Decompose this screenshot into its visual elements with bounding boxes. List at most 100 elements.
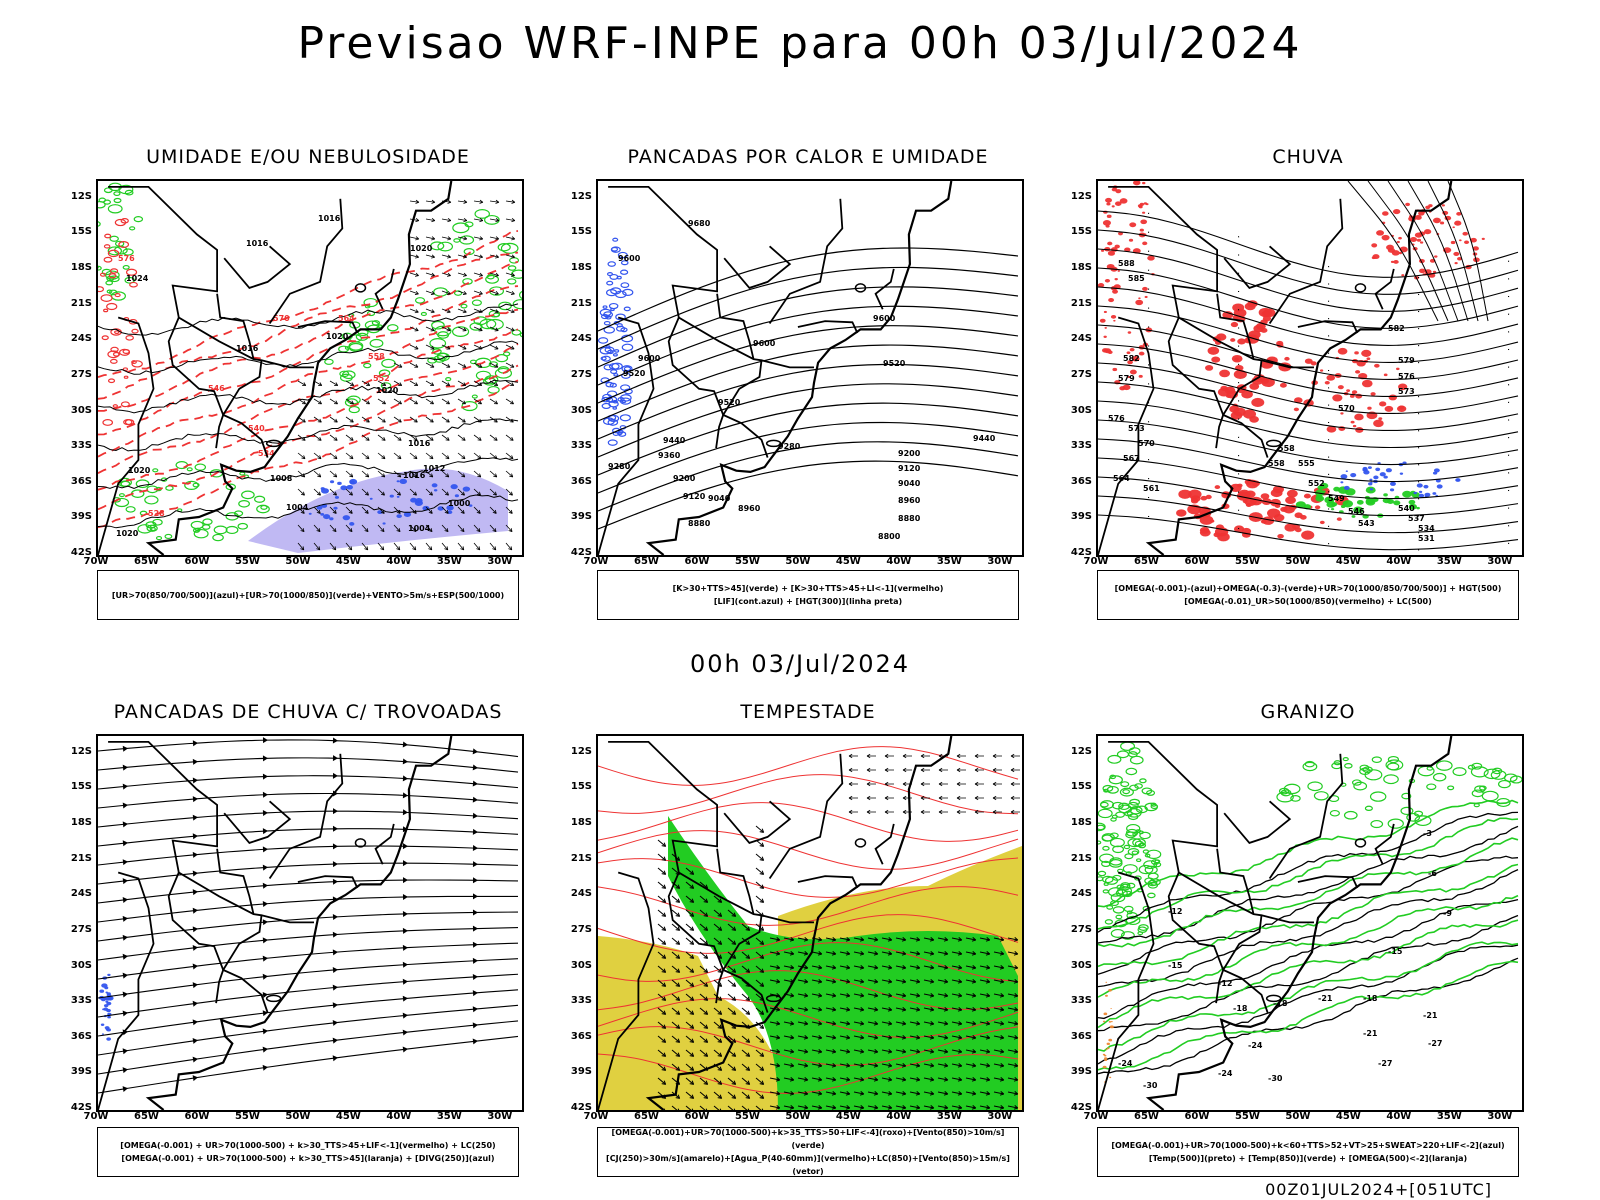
lat-tick-label: 24S <box>1070 333 1092 345</box>
map-canvas: -3 -6 -9 -12 -15 -12 -18 -21 -24 -24 -27 -21 -24 -27 -… <box>1098 736 1522 1110</box>
contour-label: -21 <box>1363 1029 1378 1038</box>
lat-tick-label: 12S <box>1070 190 1092 202</box>
panel-title: CHUVA <box>1272 146 1344 168</box>
contour-label: 9520 <box>718 398 741 407</box>
lon-tick-label: 40W <box>386 1111 412 1122</box>
lat-tick-label: 21S <box>1070 297 1092 309</box>
contour-label: -6 <box>1428 869 1437 878</box>
lat-tick-label: 33S <box>70 995 92 1007</box>
contour-label: 1020 <box>116 529 139 538</box>
map-canvas: 1016101610201024101610201020101610161012… <box>98 181 522 555</box>
lat-tick-label: 27S <box>1070 923 1092 935</box>
lon-tick-label: 35W <box>1436 556 1462 567</box>
lat-tick-label: 33S <box>570 440 592 452</box>
contour-label: 9600 <box>618 254 641 263</box>
panel-title: PANCADAS POR CALOR E UMIDADE <box>627 146 989 168</box>
contour-label: 9280 <box>778 442 801 451</box>
contour-label: 8960 <box>738 504 761 513</box>
legend-line: [CJ(250)>30m/s](amarelo)+[Agua_P(40-60mm… <box>606 1154 1010 1176</box>
lon-tick-label: 35W <box>1436 1111 1462 1122</box>
contour-label: 579 <box>1398 356 1415 365</box>
contour-label: 534 <box>1418 524 1435 533</box>
lat-tick-label: 24S <box>70 333 92 345</box>
contour-label: 570 <box>1138 439 1155 448</box>
contour-label: 9200 <box>673 474 696 483</box>
contour-label: 8880 <box>688 519 711 528</box>
lon-tick-label: 45W <box>835 1111 861 1122</box>
lon-tick-label: 40W <box>386 556 412 567</box>
lon-tick-label: 70W <box>583 556 609 567</box>
panel-title: PANCADAS DE CHUVA C/ TROVOADAS <box>113 701 503 723</box>
lon-tick-label: 55W <box>734 1111 760 1122</box>
lon-tick-label: 65W <box>1133 1111 1159 1122</box>
lon-tick-label: 70W <box>583 1111 609 1122</box>
contour-label: 9280 <box>608 462 631 471</box>
contour-label: 552 <box>1308 479 1325 488</box>
contour-label: 546 <box>208 384 225 393</box>
contour-label: 558 <box>1268 459 1285 468</box>
lon-tick-label: 50W <box>285 1111 311 1122</box>
contour-label: 1016 <box>236 344 259 353</box>
contour-label: 558 <box>1278 444 1295 453</box>
lat-tick-label: 42S <box>70 547 92 558</box>
lon-tick-label: 60W <box>184 1111 210 1122</box>
contour-label: 1004 <box>286 503 309 512</box>
legend-line: [OMEGA(-0.001)+UR>70(1000-500)+k>35_TTS>… <box>611 1128 1005 1150</box>
contour-label: 8880 <box>898 514 921 523</box>
lat-tick-label: 39S <box>1070 511 1092 523</box>
legend-pancadas-calor: [K>30+TTS>45](verde) + [K>30+TTS>45+LI<-… <box>597 570 1019 620</box>
lat-tick-label: 36S <box>1070 475 1092 487</box>
legend-line: [OMEGA(-0.001) + UR>70(1000-500) + k>30_… <box>121 1154 495 1163</box>
lon-tick-label: 30W <box>987 556 1013 567</box>
contour-label: 582 <box>1388 324 1405 333</box>
lon-tick-label: 40W <box>886 1111 912 1122</box>
coastline <box>1145 736 1453 1110</box>
lon-tick-label: 60W <box>1184 556 1210 567</box>
panel-title: GRANIZO <box>1260 701 1356 723</box>
legend-line: [OMEGA(-0.001) + UR>70(1000-500) + k>30_… <box>120 1141 496 1150</box>
contour-label: 570 <box>273 314 290 323</box>
lat-tick-label: 24S <box>570 333 592 345</box>
map-umidade: 1016 1016 1020 1024 1016 1020 1020 1016 1016 1012… <box>96 179 524 557</box>
lon-tick-label: 35W <box>936 1111 962 1122</box>
contour-label: 1012 <box>423 464 445 473</box>
lat-tick-label: 39S <box>570 511 592 523</box>
contour-label: -30 <box>1143 1081 1158 1090</box>
lon-tick-label: 50W <box>785 1111 811 1122</box>
contour-label: -18 <box>1233 1004 1248 1013</box>
lon-tick-label: 65W <box>633 1111 659 1122</box>
panel-title: UMIDADE E/OU NEBULOSIDADE <box>146 146 470 168</box>
lat-tick-label: 33S <box>570 995 592 1007</box>
lon-tick-label: 60W <box>1184 1111 1210 1122</box>
lat-tick-label: 21S <box>570 852 592 864</box>
lon-tick-label: 35W <box>936 556 962 567</box>
lat-tick-label: 42S <box>1070 547 1092 558</box>
lat-tick-label: 39S <box>70 1066 92 1078</box>
lat-tick-label: 24S <box>1070 888 1092 900</box>
legend-granizo: [OMEGA(-0.001)+UR>70(1000-500)+k<60+TTS>… <box>1097 1127 1519 1177</box>
lon-tick-label: 70W <box>1083 1111 1109 1122</box>
contour-label: 9440 <box>663 436 686 445</box>
contour-label: 579 <box>1118 374 1135 383</box>
lon-tick-label: 65W <box>1133 556 1159 567</box>
lat-tick-label: 30S <box>570 959 592 971</box>
contour-label: 582 <box>1123 354 1140 363</box>
lat-tick-label: 39S <box>70 511 92 523</box>
contour-label: -18 <box>1273 999 1288 1008</box>
lat-tick-label: 39S <box>570 1066 592 1078</box>
lat-tick-label: 42S <box>570 547 592 558</box>
lat-tick-label: 33S <box>1070 440 1092 452</box>
lon-tick-label: 45W <box>335 556 361 567</box>
run-stamp: 00Z01JUL2024+[051UTC] <box>1265 1180 1492 1199</box>
contour-label: 1020 <box>326 332 349 341</box>
legend-chuva: [OMEGA(-0.001)-(azul)+OMEGA(-0.3)-(verde… <box>1097 570 1519 620</box>
contour-label: 9040 <box>898 479 921 488</box>
lon-tick-label: 70W <box>1083 556 1109 567</box>
lon-tick-label: 55W <box>1234 1111 1260 1122</box>
contour-label: 9600 <box>753 339 776 348</box>
lon-tick-label: 30W <box>1487 556 1513 567</box>
lat-tick-label: 36S <box>570 1030 592 1042</box>
contour-label: -9 <box>1443 909 1452 918</box>
contour-label: 564 <box>338 314 355 323</box>
contour-label: 528 <box>148 509 165 518</box>
